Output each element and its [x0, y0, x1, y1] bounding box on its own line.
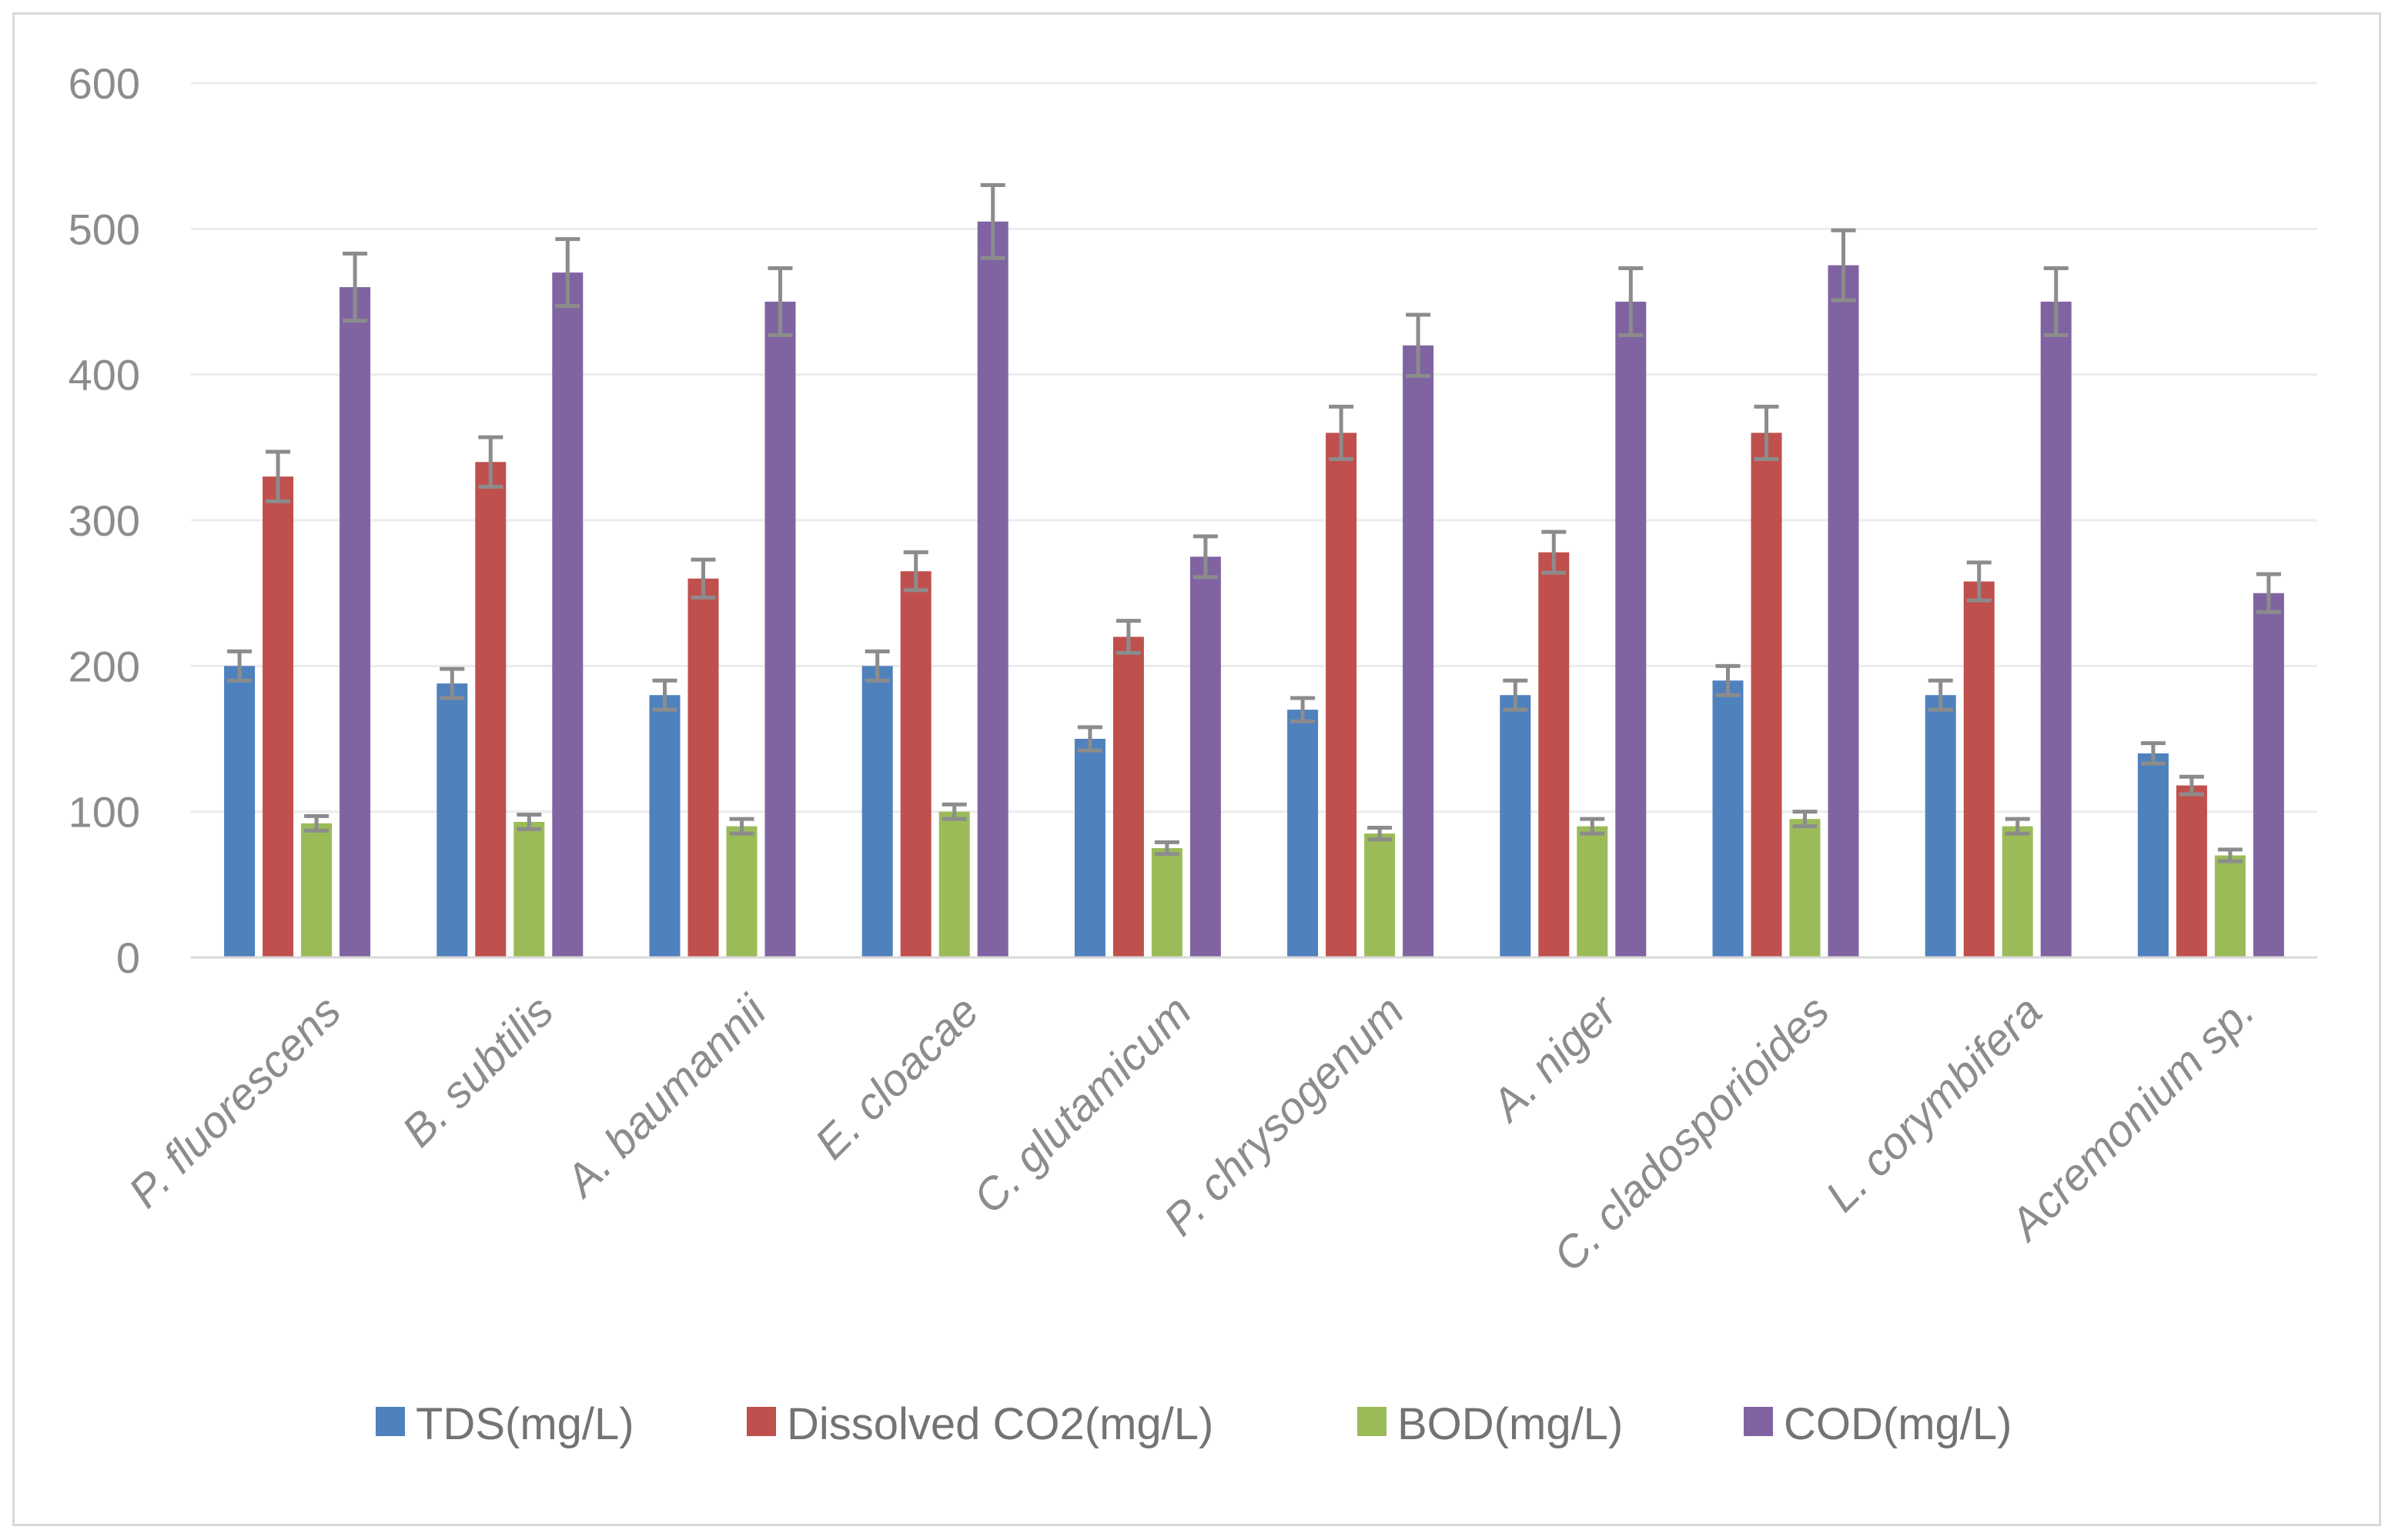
bar-bod-mg-l-p-chrysogenum: [1364, 833, 1396, 957]
bar-tds-mg-l-acremonium-sp: [2137, 753, 2169, 957]
legend-swatch-dissolved-co2-mg-l: [747, 1407, 776, 1436]
y-axis-ticks: 0 100 200 300 400 500 600: [69, 59, 140, 982]
y-tick-label: 100: [69, 788, 140, 837]
bar-tds-mg-l-e-cloacae: [861, 666, 893, 957]
bar-cod-mg-l-p-chrysogenum: [1403, 345, 1434, 957]
legend-swatch-tds-mg-l: [376, 1407, 405, 1436]
bar-cod-mg-l-c-cladosporioides: [1828, 265, 1859, 958]
legend-label-dissolved-co2-mg-l: Dissolved CO2(mg/L): [787, 1399, 1213, 1449]
bar-bod-mg-l-l-corymbifera: [2002, 826, 2033, 957]
bar-dissolved-co2-mg-l-a-baumannii: [687, 578, 719, 957]
bar-bod-mg-l-a-baumannii: [726, 826, 758, 957]
bar-cod-mg-l-l-corymbifera: [2040, 302, 2072, 957]
bar-cod-mg-l-c-glutamicum: [1189, 556, 1221, 957]
bars: [224, 221, 2284, 958]
legend-swatch-bod-mg-l: [1357, 1407, 1386, 1436]
y-tick-label: 500: [69, 205, 140, 253]
bar-tds-mg-l-l-corymbifera: [1925, 695, 1956, 957]
legend: TDS(mg/L) Dissolved CO2(mg/L) BOD(mg/L) COD…: [376, 1399, 2012, 1449]
legend-label-cod-mg-l: COD(mg/L): [1784, 1399, 2012, 1449]
bar-cod-mg-l-p-fluorescens: [340, 287, 371, 958]
bar-tds-mg-l-c-cladosporioides: [1712, 680, 1744, 957]
bar-dissolved-co2-mg-l-l-corymbifera: [1963, 581, 1995, 957]
bar-cod-mg-l-e-cloacae: [977, 221, 1009, 957]
bar-tds-mg-l-a-baumannii: [649, 695, 681, 957]
bar-bod-mg-l-acremonium-sp: [2214, 855, 2246, 957]
bar-dissolved-co2-mg-l-e-cloacae: [900, 571, 932, 957]
bar-tds-mg-l-c-glutamicum: [1074, 739, 1106, 957]
bar-bod-mg-l-b-subtilis: [513, 821, 545, 957]
category-label: B. subtilis: [393, 986, 563, 1156]
bar-bod-mg-l-a-niger: [1577, 826, 1608, 957]
category-label: C. glutamicum: [964, 986, 1201, 1223]
bar-cod-mg-l-a-niger: [1615, 302, 1647, 957]
bar-dissolved-co2-mg-l-b-subtilis: [475, 462, 507, 957]
y-tick-label: 0: [116, 934, 140, 982]
y-tick-label: 200: [69, 642, 140, 690]
legend-label-tds-mg-l: TDS(mg/L): [416, 1399, 634, 1449]
category-label: E. cloacae: [805, 986, 988, 1168]
gridlines: [191, 82, 2317, 813]
bar-bod-mg-l-c-cladosporioides: [1789, 819, 1821, 957]
bar-bod-mg-l-p-fluorescens: [301, 823, 333, 957]
category-label: A. niger: [1480, 984, 1627, 1131]
bar-cod-mg-l-b-subtilis: [552, 272, 584, 958]
bar-dissolved-co2-mg-l-acremonium-sp: [2176, 785, 2207, 957]
y-tick-label: 400: [69, 351, 140, 399]
bar-dissolved-co2-mg-l-c-cladosporioides: [1751, 433, 1782, 957]
bar-cod-mg-l-acremonium-sp: [2253, 593, 2284, 957]
bar-bod-mg-l-e-cloacae: [938, 811, 970, 957]
legend-label-bod-mg-l: BOD(mg/L): [1397, 1399, 1623, 1449]
legend-swatch-cod-mg-l: [1744, 1407, 1773, 1436]
bar-tds-mg-l-a-niger: [1500, 695, 1531, 957]
bar-dissolved-co2-mg-l-p-fluorescens: [263, 476, 294, 957]
bar-tds-mg-l-p-fluorescens: [224, 666, 256, 957]
category-label: A. baumannii: [554, 985, 777, 1208]
category-label: P. fluorescens: [119, 986, 351, 1218]
bar-bod-mg-l-c-glutamicum: [1151, 848, 1182, 957]
bar-dissolved-co2-mg-l-a-niger: [1538, 552, 1570, 957]
bar-dissolved-co2-mg-l-p-chrysogenum: [1326, 433, 1357, 957]
y-tick-label: 600: [69, 59, 140, 108]
error-bars: [227, 183, 2281, 864]
bar-dissolved-co2-mg-l-c-glutamicum: [1112, 636, 1144, 957]
bar-tds-mg-l-p-chrysogenum: [1287, 710, 1319, 957]
category-label: L. corymbifera: [1816, 986, 2052, 1221]
bar-cod-mg-l-a-baumannii: [764, 302, 796, 957]
bar-tds-mg-l-b-subtilis: [437, 683, 468, 957]
y-tick-label: 300: [69, 496, 140, 545]
